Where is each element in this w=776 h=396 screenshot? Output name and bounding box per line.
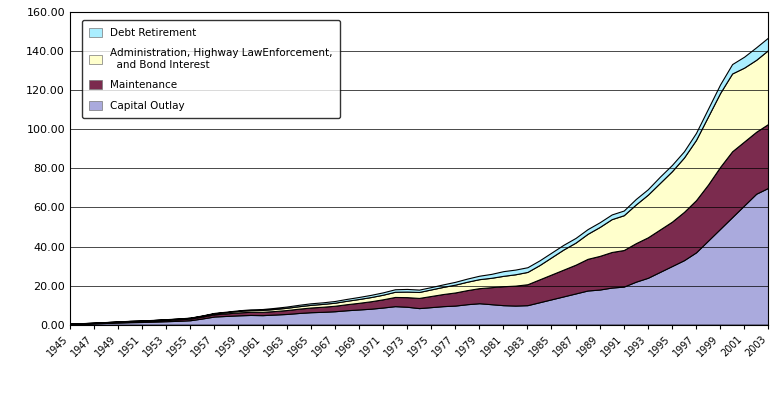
Legend: Debt Retirement, Administration, Highway LawEnforcement,
  and Bond Interest, Ma: Debt Retirement, Administration, Highway… — [82, 20, 340, 118]
